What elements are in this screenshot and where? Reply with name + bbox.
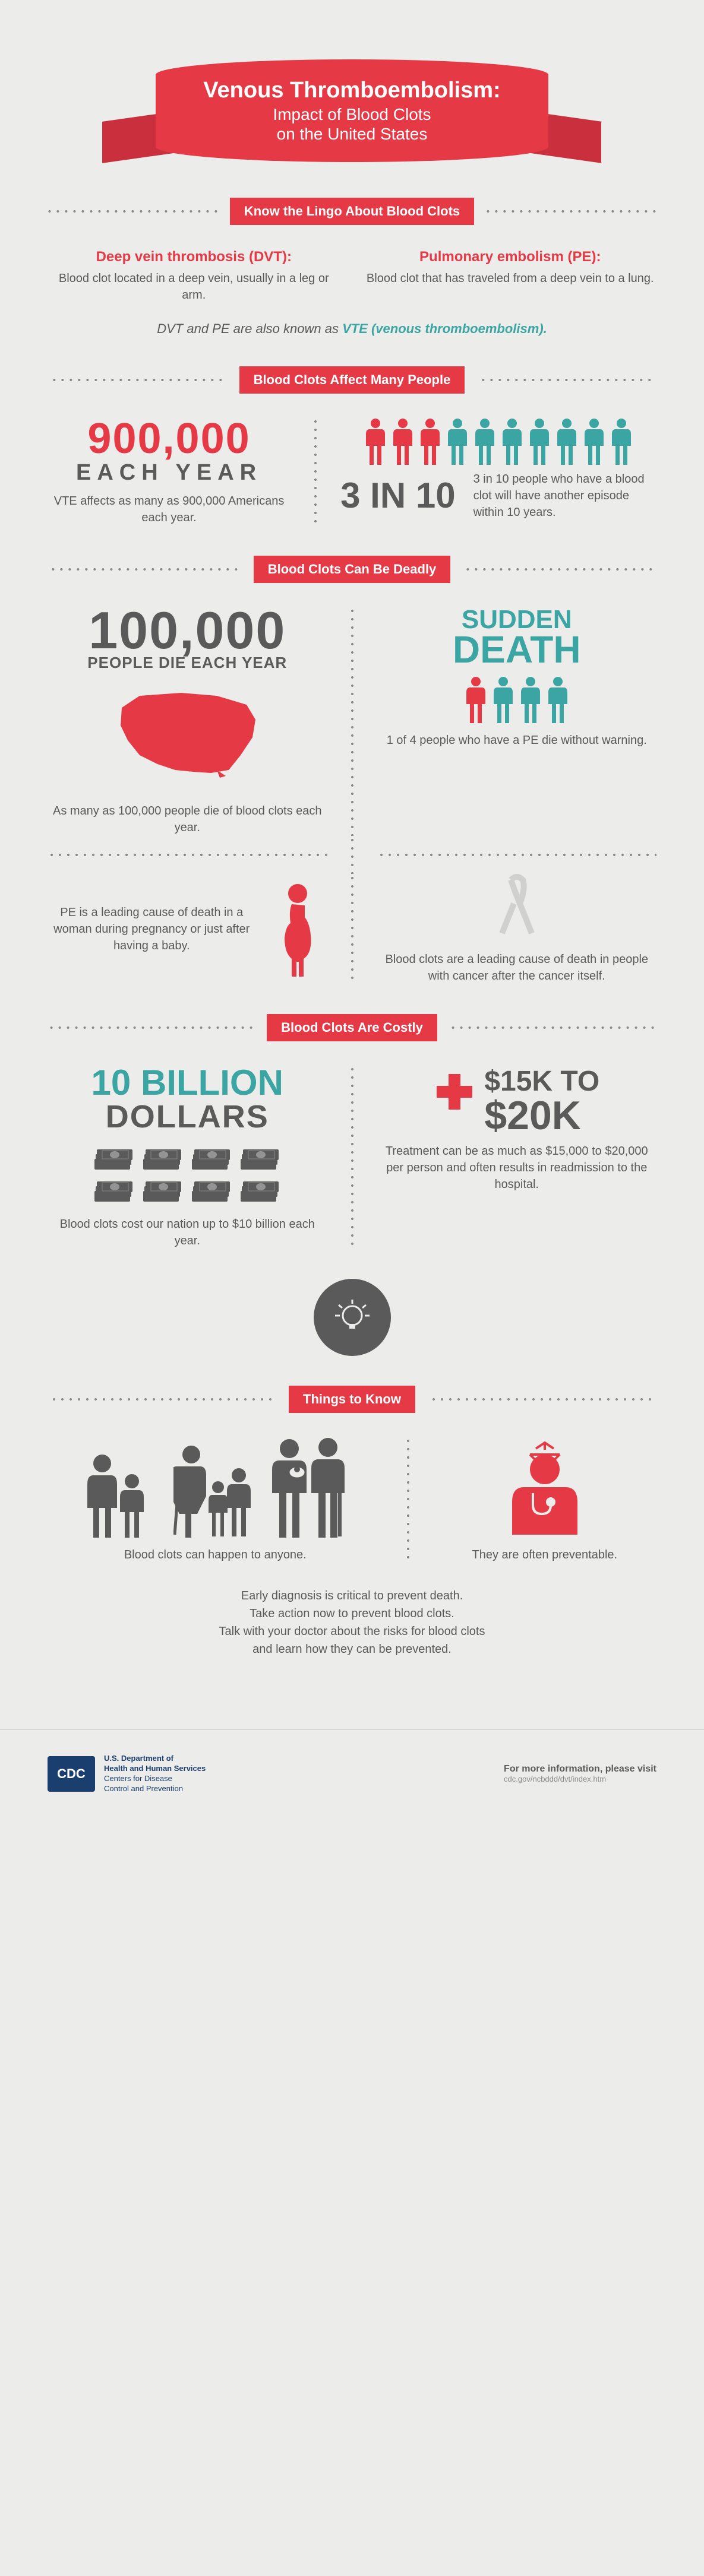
section-header-know: Things to Know — [48, 1386, 656, 1413]
section-label: Blood Clots Can Be Deadly — [254, 556, 451, 583]
stat-900k: 900,000 — [48, 417, 291, 460]
section-label: Blood Clots Affect Many People — [239, 366, 465, 394]
pe-title: Pulmonary embolism (PE): — [364, 249, 657, 265]
stat-die-year: PEOPLE DIE EACH YEAR — [48, 654, 327, 672]
dvt-text: Blood clot located in a deep vein, usual… — [48, 270, 340, 303]
people-icons-10 — [340, 417, 656, 465]
affect-right-text: 3 in 10 people who have a blood clot wil… — [473, 471, 656, 521]
stat-death: DEATH — [377, 633, 657, 667]
section-header-costly: Blood Clots Are Costly — [48, 1014, 656, 1041]
stat-each-year: EACH YEAR — [48, 460, 291, 486]
costly-left-text: Blood clots cost our nation up to $10 bi… — [48, 1216, 327, 1249]
lightbulb-circle-icon — [314, 1279, 391, 1356]
people-icons-4 — [377, 676, 657, 723]
costly-right-text: Treatment can be as much as $15,000 to $… — [377, 1143, 657, 1193]
pregnant-woman-icon — [268, 882, 327, 977]
footer-dept: U.S. Department of Health and Human Serv… — [104, 1754, 206, 1794]
stat-dollars: DOLLARS — [48, 1101, 327, 1133]
footer: CDC U.S. Department of Health and Human … — [0, 1729, 704, 1818]
doctor-icon — [500, 1440, 589, 1535]
banner-title: Venous Thromboembolism: — [203, 77, 500, 104]
section-header-deadly: Blood Clots Can Be Deadly — [48, 556, 656, 583]
dvt-title: Deep vein thrombosis (DVT): — [48, 249, 340, 265]
banner-subtitle1: Impact of Blood Clots — [203, 104, 500, 125]
section-label: Things to Know — [289, 1386, 415, 1413]
stat-3in10: 3 IN 10 — [340, 475, 455, 516]
cash-stacks-icon — [92, 1145, 282, 1204]
section-label: Know the Lingo About Blood Clots — [230, 198, 474, 225]
know-right-text: They are often preventable. — [433, 1547, 656, 1563]
banner-subtitle2: on the United States — [203, 124, 500, 144]
stat-20k: $20K — [484, 1098, 599, 1134]
footer-link: For more information, please visit cdc.g… — [504, 1764, 656, 1783]
family-people-icons — [48, 1437, 383, 1538]
deadly-left-text: As many as 100,000 people die of blood c… — [48, 803, 327, 836]
know-left-text: Blood clots can happen to anyone. — [48, 1547, 383, 1563]
stat-100k: 100,000 — [48, 607, 327, 654]
cancer-text: Blood clots are a leading cause of death… — [377, 951, 657, 984]
cdc-logo: CDC — [48, 1756, 95, 1792]
title-banner: Venous Thromboembolism: Impact of Blood … — [48, 59, 656, 162]
deadly-right-text: 1 of 4 people who have a PE die without … — [377, 732, 657, 749]
know-note: Early diagnosis is critical to prevent d… — [48, 1587, 656, 1658]
pe-text: Blood clot that has traveled from a deep… — [364, 270, 657, 287]
pe-pregnancy-text: PE is a leading cause of death in a woma… — [48, 904, 256, 954]
awareness-ribbon-icon — [493, 874, 541, 939]
section-header-lingo: Know the Lingo About Blood Clots — [48, 198, 656, 225]
section-label: Blood Clots Are Costly — [267, 1014, 437, 1041]
us-map-icon — [110, 684, 264, 779]
section-header-affect: Blood Clots Affect Many People — [48, 366, 656, 394]
affect-left-text: VTE affects as many as 900,000 Americans… — [48, 493, 291, 526]
lingo-note: DVT and PE are also known as VTE (venous… — [48, 321, 656, 337]
stat-10billion: 10 BILLION — [48, 1065, 327, 1101]
medical-cross-icon — [434, 1071, 475, 1113]
